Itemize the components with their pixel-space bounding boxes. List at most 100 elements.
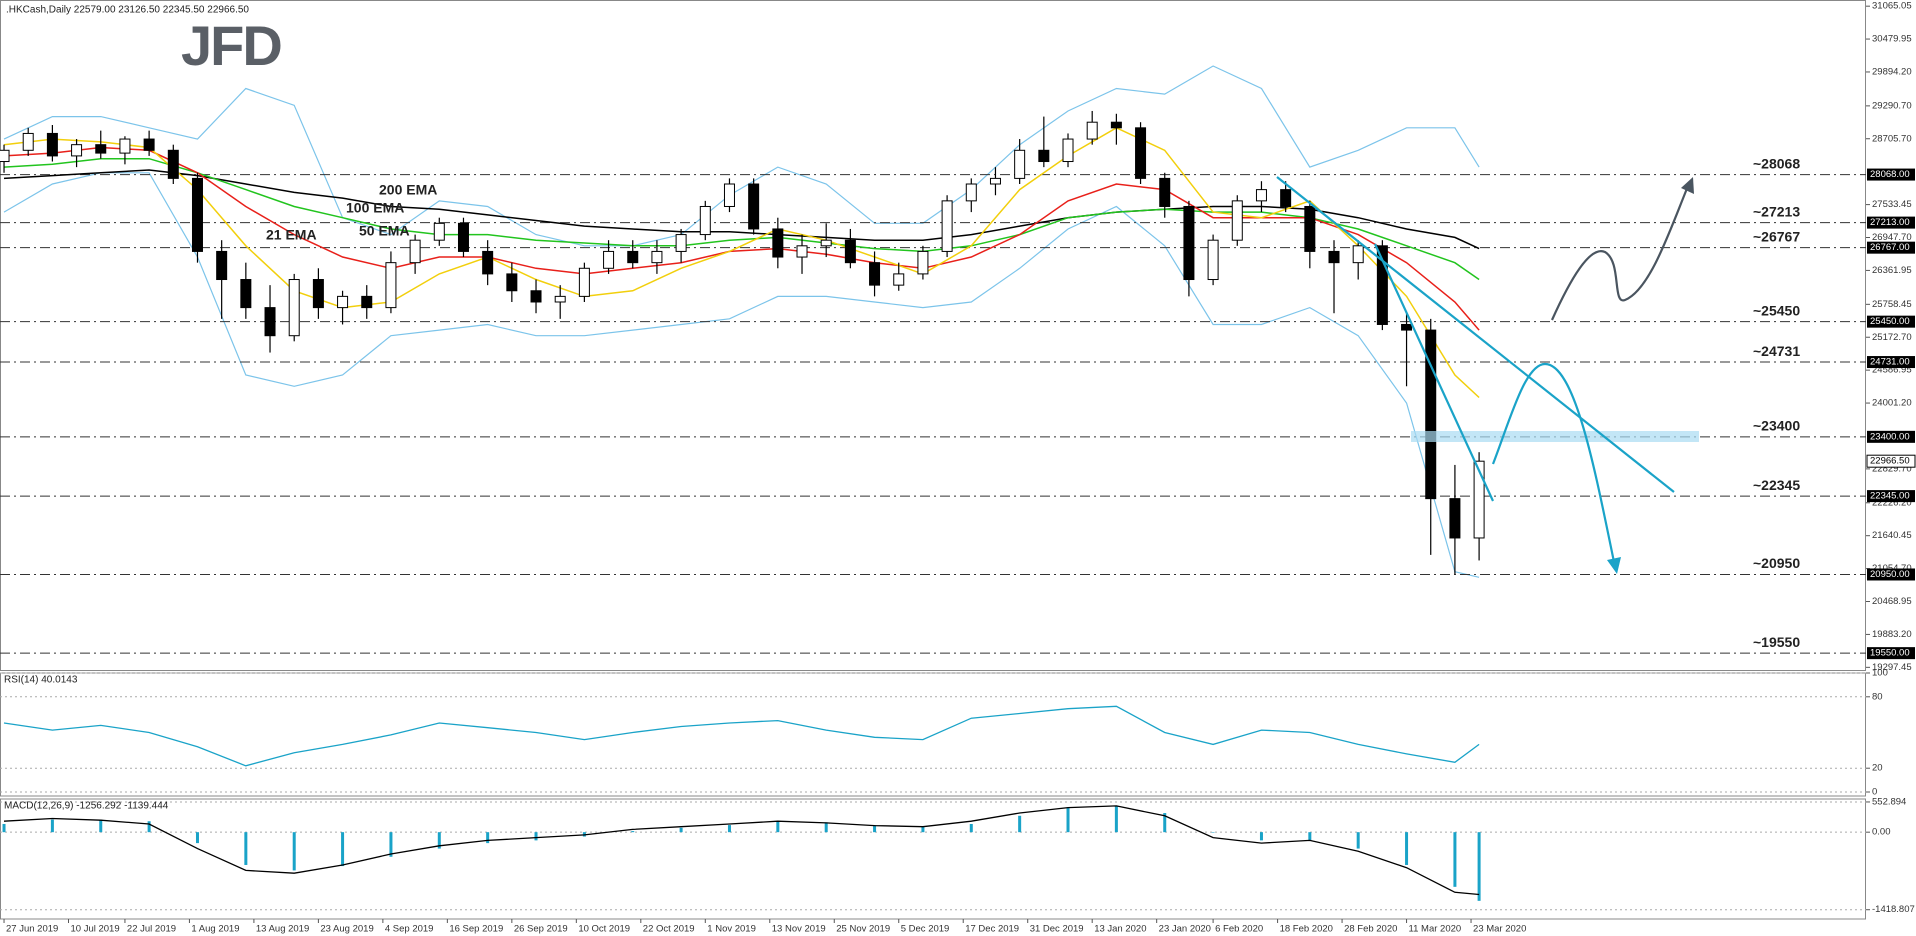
candle-body (965, 183, 977, 202)
level-axis-label: 19550.00 (1870, 648, 1910, 659)
candle-body (1062, 138, 1074, 163)
level-axis-box (1867, 430, 1915, 443)
candle-body (71, 144, 83, 157)
ema-line (3, 157, 1480, 281)
x-tick-label: 1 Nov 2019 (707, 924, 756, 935)
macd-bar (341, 832, 345, 867)
macd-title: MACD(12,26,9) -1256.292 -1139.444 (4, 801, 169, 812)
candle-body (675, 234, 687, 252)
y-tick-label: 24586.95 (1872, 365, 1912, 376)
candle-body (1376, 245, 1388, 325)
macd-bar (1066, 807, 1070, 833)
y-tick-label: 19883.20 (1872, 629, 1912, 640)
macd-panel-frame (0, 798, 1866, 920)
logo: JFD (181, 14, 281, 77)
macd-bar (1259, 832, 1263, 841)
macd-bar (486, 832, 490, 844)
x-tick-label: 13 Nov 2019 (772, 924, 826, 935)
macd-bar (679, 827, 683, 833)
macd-bar (195, 832, 199, 844)
y-tick-label: 27533.45 (1872, 199, 1912, 210)
x-tick-label: 26 Sep 2019 (514, 924, 568, 935)
candle-body (530, 290, 542, 303)
candle-body (167, 149, 179, 179)
macd-bar (969, 823, 973, 833)
candle-body (1328, 250, 1340, 264)
current-price-label: 22966.50 (1870, 456, 1910, 467)
candle-body (385, 262, 397, 309)
candle-body (1255, 189, 1267, 202)
ema-label: 200 EMA (379, 182, 437, 198)
x-tick-label: 10 Oct 2019 (578, 924, 630, 935)
macd-bar (2, 823, 6, 833)
macd-bar (1018, 815, 1022, 833)
candle-body (191, 177, 203, 252)
candle-body (820, 239, 832, 247)
candle-body (1207, 239, 1219, 281)
candle-body (312, 279, 324, 309)
level-axis-label: 22345.00 (1870, 491, 1910, 502)
y-tick-label: 22829.70 (1872, 463, 1912, 474)
scenario-arrow (1491, 362, 1616, 563)
candle-body (264, 307, 276, 337)
candle-body (989, 177, 1001, 185)
chart-title: .HKCash,Daily 22579.00 23126.50 22345.50… (6, 5, 249, 16)
analyst-drawings (1276, 176, 1699, 574)
macd-bar (1405, 832, 1409, 865)
y-tick-label: 26361.95 (1872, 265, 1912, 276)
candle-body (337, 295, 349, 309)
candle-body (22, 132, 34, 151)
resistance-zone (1411, 431, 1699, 442)
macd-bar (631, 831, 635, 833)
arrow-head (1681, 177, 1694, 194)
candle-body (143, 138, 155, 151)
macd-bar (1356, 832, 1360, 849)
rsi-panel-frame (0, 672, 1866, 797)
x-tick-label: 28 Feb 2020 (1344, 924, 1397, 935)
macd-bar (1163, 813, 1167, 833)
level-axis-box (1867, 241, 1915, 254)
candle-body (1038, 149, 1050, 163)
level-annotation: ~26767 (1753, 228, 1800, 244)
level-annotation: ~19550 (1753, 634, 1800, 650)
y-tick-label: 21640.45 (1872, 530, 1912, 541)
level-axis-label: 23400.00 (1870, 431, 1910, 442)
x-tick-label: 11 Mar 2020 (1409, 924, 1462, 935)
candle-body (361, 295, 373, 309)
trendline (1374, 243, 1494, 502)
candle-body (941, 200, 953, 252)
y-tick-label: 0.00 (1872, 827, 1891, 838)
candle-body (723, 183, 735, 207)
candle-body (1352, 245, 1364, 264)
x-tick-label: 25 Nov 2019 (836, 924, 890, 935)
candle-body (433, 222, 445, 241)
x-tick-label: 27 Jun 2019 (6, 924, 58, 935)
ema-line (3, 126, 1480, 399)
level-annotation: ~24731 (1753, 343, 1800, 359)
macd-bar (727, 825, 731, 833)
x-tick-label: 31 Dec 2019 (1030, 924, 1084, 935)
candle-body (917, 250, 929, 275)
candle-body (216, 250, 228, 281)
candle-body (748, 183, 760, 230)
level-axis-box (1867, 490, 1915, 503)
x-tick-label: 23 Aug 2019 (320, 924, 373, 935)
candle-body (796, 245, 808, 258)
macd-bar (921, 826, 925, 833)
x-tick-label: 13 Jan 2020 (1094, 924, 1146, 935)
macd-bar (437, 832, 441, 849)
macd-bar (776, 821, 780, 833)
y-tick-label: 25172.70 (1872, 332, 1912, 343)
rsi-line (3, 705, 1480, 767)
y-tick-label: 25758.45 (1872, 299, 1912, 310)
candle-body (554, 295, 566, 303)
candle-body (1473, 460, 1485, 539)
candle-body (893, 273, 905, 286)
level-axis-box (1867, 568, 1915, 581)
level-annotation: ~25450 (1753, 302, 1800, 318)
y-tick-label: 19297.45 (1872, 662, 1912, 673)
macd-bar (1308, 832, 1312, 841)
x-tick-label: 22 Oct 2019 (643, 924, 695, 935)
candle-body (1280, 189, 1292, 207)
